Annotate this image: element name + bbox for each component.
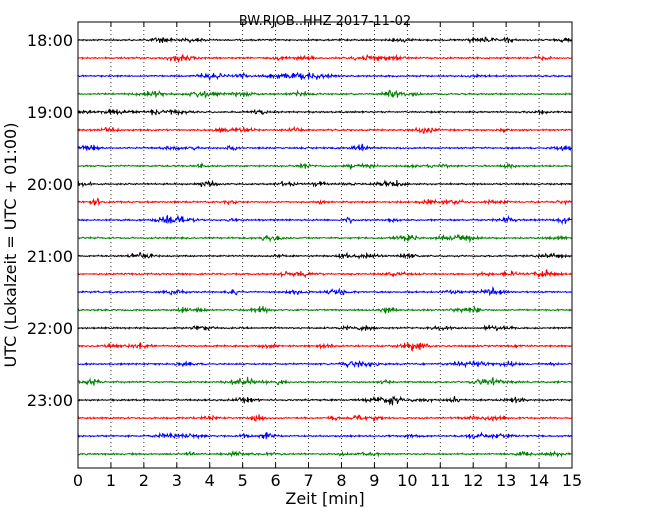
trace-18: [77, 360, 573, 369]
x-tick-label: 10: [397, 471, 417, 490]
trace-20: [77, 395, 573, 406]
trace-5: [77, 125, 573, 135]
trace-23: [77, 450, 573, 458]
y-tick-label: 19:00: [27, 103, 73, 122]
trace-11: [77, 234, 573, 244]
trace-13: [77, 268, 573, 279]
x-tick-label: 12: [463, 471, 483, 490]
trace-16: [77, 324, 573, 332]
x-tick-label: 6: [271, 471, 281, 490]
seismic-traces: [77, 36, 573, 458]
x-tick-label: 2: [139, 471, 149, 490]
x-tick-label: 3: [172, 471, 182, 490]
trace-21: [77, 414, 573, 423]
y-tick-label: 21:00: [27, 247, 73, 266]
y-tick-label: 20:00: [27, 175, 73, 194]
x-tick-label: 14: [529, 471, 549, 490]
trace-2: [77, 71, 573, 82]
y-tick-label: 18:00: [27, 31, 73, 50]
x-tick-label: 7: [303, 471, 313, 490]
x-tick-label: 11: [430, 471, 450, 490]
trace-4: [77, 108, 573, 116]
x-tick-label: 0: [73, 471, 83, 490]
x-axis-ticks: 0 1 2 3 4 5 6 7 8 9 10 11 12 13 14 15: [73, 22, 582, 490]
x-tick-label: 5: [238, 471, 248, 490]
trace-22: [77, 431, 573, 440]
trace-19: [77, 376, 573, 386]
trace-0: [77, 36, 573, 44]
x-tick-label: 4: [205, 471, 215, 490]
trace-7: [77, 161, 573, 171]
trace-8: [77, 179, 573, 188]
x-tick-label: 13: [496, 471, 516, 490]
x-tick-label: 9: [369, 471, 379, 490]
trace-6: [77, 143, 573, 152]
y-axis-label: UTC (Lokalzeit = UTC + 01:00): [1, 123, 20, 368]
x-axis-label: Zeit [min]: [285, 489, 364, 508]
trace-17: [77, 342, 573, 352]
y-tick-label: 23:00: [27, 391, 73, 410]
trace-10: [77, 214, 573, 226]
trace-3: [77, 89, 573, 99]
trace-15: [77, 305, 573, 315]
trace-1: [77, 53, 573, 63]
trace-12: [77, 251, 573, 260]
vertical-gridlines: [110, 22, 540, 468]
y-axis-ticks: 18:00 19:00 20:00 21:00 22:00 23:00: [27, 31, 572, 410]
y-tick-label: 22:00: [27, 319, 73, 338]
x-tick-label: 1: [106, 471, 116, 490]
x-tick-label: 15: [562, 471, 582, 490]
trace-14: [77, 286, 573, 297]
trace-9: [77, 197, 573, 207]
plot-frame: [77, 21, 573, 469]
x-tick-label: 8: [336, 471, 346, 490]
